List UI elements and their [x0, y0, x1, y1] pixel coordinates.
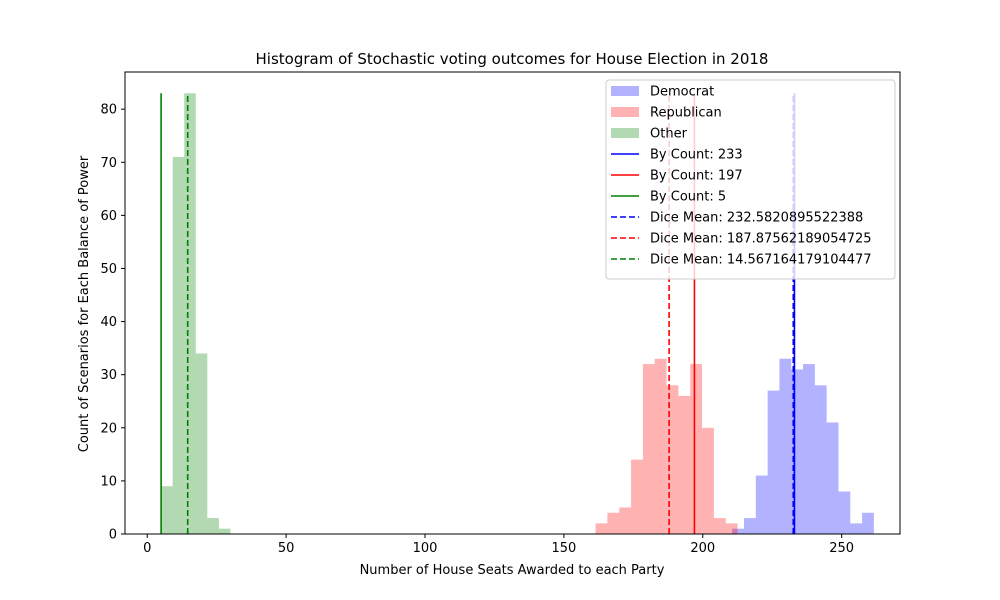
x-tick-label-50: 50 — [278, 541, 295, 556]
hist-bar-republican-11 — [725, 523, 738, 534]
legend-label-democrat: Democrat — [650, 85, 714, 100]
legend-label-other: Other — [650, 127, 688, 142]
hist-bar-other-4 — [207, 518, 219, 534]
hist-bar-other-2 — [184, 93, 196, 534]
hist-bar-other-5 — [218, 528, 231, 534]
hist-bar-democrat-5 — [791, 369, 804, 534]
legend-box — [605, 79, 896, 280]
hist-bar-republican-10 — [713, 518, 726, 534]
legend-label-by-count-5: By Count: 5 — [650, 190, 726, 205]
y-tick-label-50: 50 — [100, 262, 117, 277]
legend-swatch-republican — [611, 107, 639, 117]
x-tick-label-250: 250 — [829, 541, 854, 556]
hist-bar-democrat-6 — [803, 364, 815, 534]
legend-swatch-other — [611, 128, 639, 138]
hist-bar-democrat-11 — [862, 512, 874, 534]
x-axis-label: Number of House Seats Awarded to each Pa… — [360, 563, 665, 578]
hist-bar-republican-5 — [654, 358, 667, 534]
x-tick-label-150: 150 — [551, 541, 576, 556]
plot-frame — [124, 71, 901, 535]
legend-label-by-count-197: By Count: 197 — [650, 169, 743, 184]
y-tick-label-60: 60 — [100, 209, 117, 224]
y-tick-label-30: 30 — [100, 368, 117, 383]
x-tick-label-100: 100 — [413, 541, 438, 556]
hist-bar-democrat-4 — [779, 358, 792, 534]
hist-bar-republican-6 — [666, 385, 679, 534]
hist-bar-other-0 — [161, 486, 173, 534]
hist-bar-other-3 — [195, 353, 208, 534]
hist-bar-republican-8 — [690, 364, 703, 534]
y-tick-label-70: 70 — [100, 156, 117, 171]
hist-bar-democrat-7 — [814, 385, 827, 534]
hist-bar-democrat-8 — [826, 422, 839, 534]
hist-bar-republican-9 — [702, 427, 714, 534]
hist-bar-republican-4 — [642, 364, 655, 534]
y-tick-label-20: 20 — [100, 421, 117, 436]
x-tick-label-200: 200 — [690, 541, 715, 556]
chart-title: Histogram of Stochastic voting outcomes … — [256, 50, 769, 68]
axes-layer: 0 50 100 150 200 250 0 10 20 30 40 50 60 70 80 — [100, 71, 901, 556]
legend-label-dice-mean-232-5820895522388: Dice Mean: 232.5820895522388 — [650, 211, 863, 226]
legend-swatch-democrat — [611, 86, 639, 96]
bars-layer — [161, 93, 874, 534]
legend: Democrat Republican Other By Count: 233 By C… — [605, 79, 896, 280]
hist-bar-other-1 — [172, 156, 185, 534]
legend-label-dice-mean-187-87562189054725: Dice Mean: 187.87562189054725 — [650, 232, 872, 247]
legend-label-dice-mean-14-567164179104477: Dice Mean: 14.567164179104477 — [650, 253, 872, 268]
hist-bar-democrat-1 — [744, 518, 756, 534]
hist-bar-democrat-0 — [732, 528, 745, 534]
legend-label-by-count-233: By Count: 233 — [650, 148, 743, 163]
hist-bar-republican-1 — [607, 512, 620, 534]
legend-label-republican: Republican — [650, 106, 722, 121]
hist-bar-republican-3 — [631, 459, 643, 534]
hist-bar-democrat-2 — [755, 475, 768, 534]
hist-bar-democrat-3 — [767, 390, 780, 534]
x-tick-label-0: 0 — [143, 541, 151, 556]
y-tick-label-10: 10 — [100, 474, 117, 489]
hist-bar-republican-0 — [595, 523, 608, 534]
y-axis-label: Count of Scenarios for Each Balance of P… — [77, 155, 92, 452]
y-tick-label-40: 40 — [100, 315, 117, 330]
y-tick-label-0: 0 — [109, 528, 117, 543]
hist-bar-democrat-9 — [838, 491, 851, 534]
y-tick-label-80: 80 — [100, 103, 117, 118]
hist-bar-democrat-10 — [850, 523, 863, 534]
hist-bar-republican-7 — [678, 395, 691, 534]
hist-bar-republican-2 — [619, 507, 632, 534]
